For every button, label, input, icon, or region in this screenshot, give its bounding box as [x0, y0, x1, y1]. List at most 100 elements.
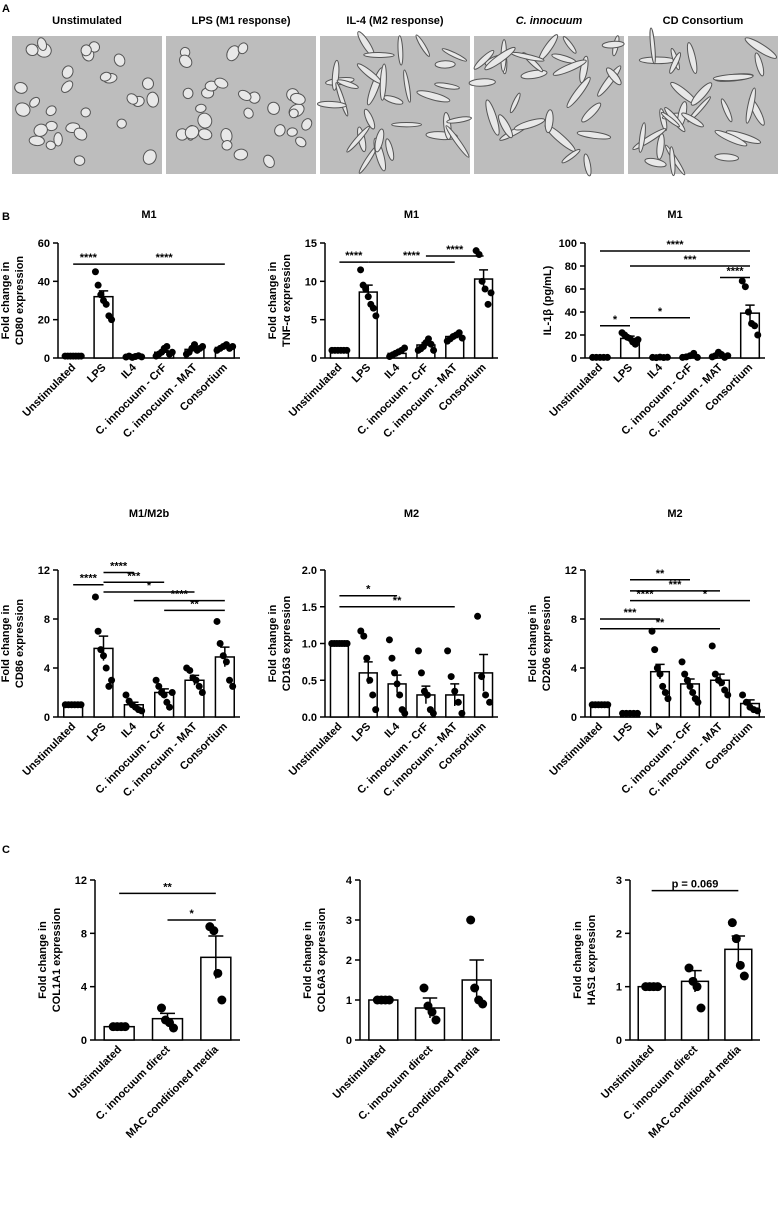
y-axis-label: COL1A1 expression: [51, 907, 63, 1012]
data-point: [448, 673, 455, 680]
data-point: [420, 984, 429, 993]
significance-label: ***: [624, 607, 638, 619]
bar: [330, 644, 348, 718]
data-point: [199, 689, 206, 696]
y-axis-label: Fold change in: [0, 261, 12, 339]
data-point: [193, 677, 200, 684]
x-tick-label: LPS: [350, 362, 374, 386]
data-point: [217, 996, 226, 1005]
data-point: [95, 282, 102, 289]
significance-label: ***: [684, 254, 698, 266]
significance-label: **: [656, 568, 665, 580]
data-point: [97, 646, 104, 653]
x-tick-label: IL4: [119, 361, 139, 381]
significance-label: *: [366, 584, 371, 596]
data-point: [474, 613, 481, 620]
significance-label: *: [147, 580, 152, 592]
data-point: [213, 969, 222, 978]
data-point: [751, 322, 758, 329]
cell: [183, 88, 194, 99]
bar: [369, 1000, 398, 1040]
data-point: [138, 707, 145, 714]
data-point: [486, 699, 493, 706]
data-point: [728, 918, 737, 927]
data-point: [386, 636, 393, 643]
y-tick-label: 1: [616, 982, 622, 994]
micrograph-title: IL-4 (M2 response): [346, 15, 444, 27]
data-point: [78, 701, 85, 708]
data-point: [732, 934, 741, 943]
y-axis-label: COL6A3 expression: [316, 907, 328, 1012]
x-tick-label: IL4: [645, 720, 665, 740]
x-tick-label: IL4: [119, 720, 139, 740]
y-tick-label: 80: [565, 261, 577, 273]
data-point: [693, 982, 702, 991]
x-tick-label: Unstimulated: [21, 362, 79, 420]
x-tick-label: LPS: [350, 721, 374, 745]
y-tick-label: 100: [559, 238, 577, 250]
data-point: [209, 926, 218, 935]
data-point: [428, 341, 435, 348]
data-point: [372, 312, 379, 319]
y-tick-label: 15: [305, 238, 317, 250]
y-tick-label: 3: [616, 875, 622, 887]
data-point: [418, 669, 425, 676]
y-tick-label: 20: [38, 315, 50, 327]
x-tick-label: LPS: [611, 362, 635, 386]
data-point: [659, 683, 666, 690]
significance-label: **: [190, 598, 199, 610]
significance-label: ****: [403, 250, 421, 262]
data-point: [604, 701, 611, 708]
y-tick-label: 0: [311, 353, 317, 365]
data-point: [388, 655, 395, 662]
data-point: [199, 343, 206, 350]
data-point: [357, 266, 364, 273]
data-point: [161, 691, 168, 698]
data-point: [121, 1022, 130, 1031]
x-tick-label: C. innocuum direct: [621, 1043, 700, 1122]
panel-label: A: [2, 3, 10, 15]
data-point: [169, 1024, 178, 1033]
data-point: [664, 354, 671, 361]
data-point: [78, 353, 85, 360]
y-tick-label: 4: [81, 982, 88, 994]
y-tick-label: 4: [346, 875, 353, 887]
data-point: [415, 647, 422, 654]
data-point: [92, 593, 99, 600]
cell: [435, 61, 455, 69]
y-tick-label: 1: [346, 995, 352, 1007]
significance-label: *: [658, 306, 663, 318]
micrograph-title: C. innocuum: [516, 15, 583, 27]
significance-label: ***: [127, 570, 141, 582]
data-point: [479, 278, 486, 285]
y-axis-label: Fold change in: [37, 921, 49, 999]
y-tick-label: 12: [565, 565, 577, 577]
data-point: [736, 961, 745, 970]
data-point: [740, 972, 749, 981]
data-point: [718, 679, 725, 686]
cell: [287, 127, 298, 136]
y-tick-label: 8: [44, 614, 50, 626]
significance-label: *: [613, 314, 618, 326]
data-point: [685, 964, 694, 973]
y-tick-label: 0: [571, 353, 577, 365]
data-point: [634, 336, 641, 343]
y-tick-label: 0.0: [302, 712, 317, 724]
data-point: [391, 669, 398, 676]
y-tick-label: 0: [44, 353, 50, 365]
data-point: [694, 354, 701, 361]
data-point: [687, 683, 694, 690]
micrograph-title: Unstimulated: [52, 15, 122, 27]
data-point: [697, 1004, 706, 1013]
data-point: [370, 305, 377, 312]
data-point: [103, 301, 110, 308]
x-tick-label: IL4: [645, 361, 665, 381]
x-tick-label: MAC conditioned media: [124, 1043, 222, 1141]
significance-label: ***: [669, 579, 683, 591]
micrograph-title: CD Consortium: [663, 15, 744, 27]
data-point: [459, 335, 466, 342]
data-point: [455, 699, 462, 706]
data-point: [108, 677, 115, 684]
data-point: [344, 640, 351, 647]
